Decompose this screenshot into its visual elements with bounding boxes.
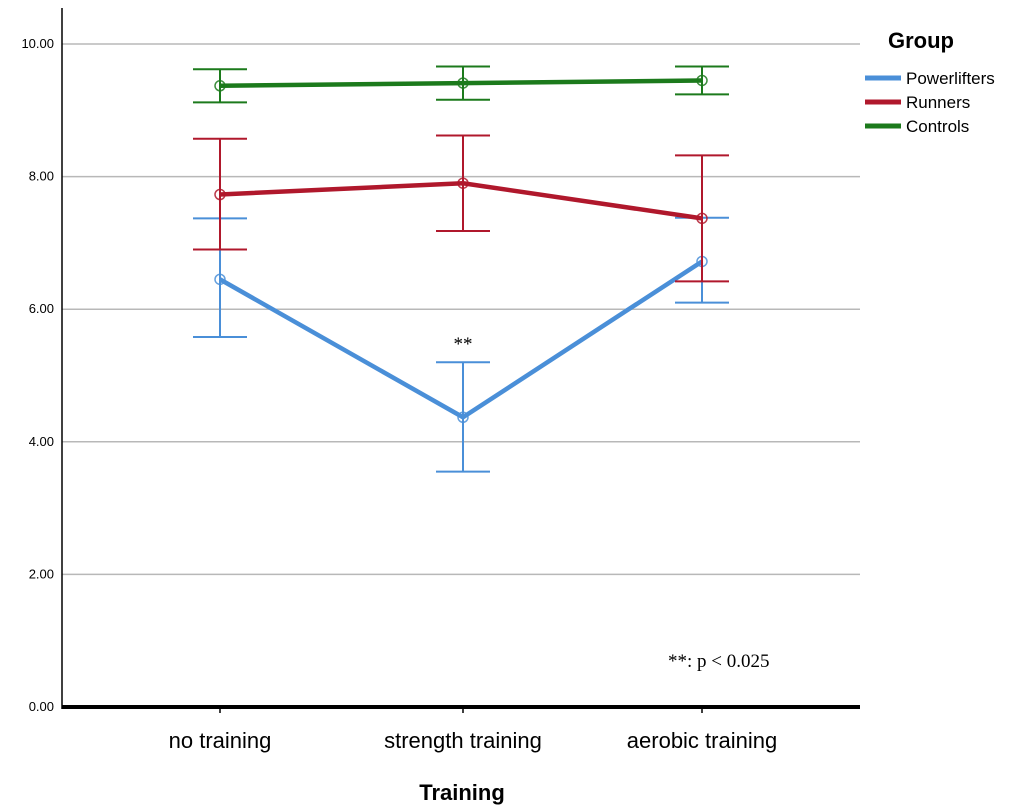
axes: 0.00 2.00 4.00 6.00 8.00 10.00 no training stre… [21,8,860,753]
legend-label: Runners [906,93,970,112]
data-point [696,212,708,225]
series-controls [193,65,729,104]
series-line [219,180,703,221]
y-tick-label: 4.00 [29,434,54,449]
legend-label: Controls [906,117,969,136]
x-tick-label: strength training [384,728,542,753]
data-point [457,77,469,89]
data-point [696,74,708,87]
y-tick-label: 8.00 [29,169,54,184]
data-point [214,273,226,286]
legend[interactable]: Group Powerlifters Runners Controls [865,28,995,136]
legend-title: Group [888,28,954,53]
significance-note: **: p < 0.025 [668,651,770,672]
x-tick-label: no training [169,728,272,753]
y-tick-label: 6.00 [29,301,54,316]
y-tick-label: 10.00 [21,36,54,51]
y-tick-label: 2.00 [29,566,54,581]
significance-marker: ** [454,334,473,355]
x-axis-title: Training [419,780,505,805]
x-tick-label: aerobic training [627,728,777,753]
series-line [218,259,704,420]
annotations: ** **: p < 0.025 [454,334,770,672]
series-runners [193,134,729,283]
series-line [219,78,703,89]
series-group [193,65,729,473]
legend-label: Powerlifters [906,69,995,88]
legend-item-controls[interactable]: Controls [865,117,969,136]
data-point [214,80,226,92]
legend-item-runners[interactable]: Runners [865,93,970,112]
data-point [214,188,226,201]
data-point [457,411,469,424]
data-point [457,177,469,189]
legend-item-powerlifters[interactable]: Powerlifters [865,69,995,88]
gridlines [62,43,860,576]
y-tick-label: 0.00 [29,699,54,714]
